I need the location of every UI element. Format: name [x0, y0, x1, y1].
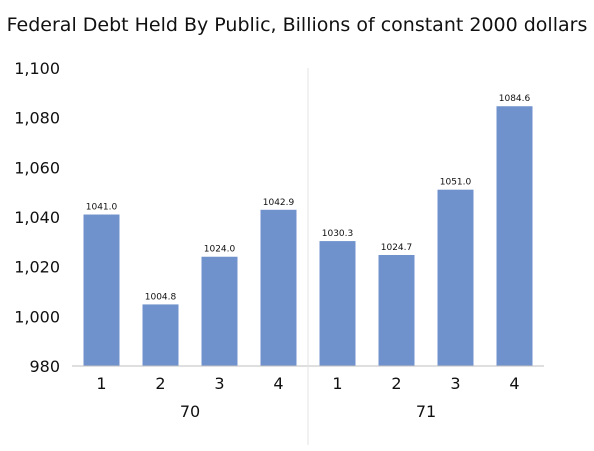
data-labels: 1041.0 1004.8 1024.0 1042.9 1030.3 1024.7 1051…	[86, 94, 531, 302]
data-label: 1041.0	[86, 203, 118, 213]
x-tick-label: 3	[214, 374, 224, 393]
y-tick-label: 1,100	[14, 59, 60, 78]
bar	[378, 254, 415, 366]
data-label: 1004.8	[145, 292, 177, 302]
x-tick-label: 1	[332, 374, 342, 393]
y-axis: 980 1,000 1,020 1,040 1,060 1,080 1,100	[14, 59, 60, 376]
data-label: 1030.3	[322, 229, 354, 239]
x-tick-label: 2	[155, 374, 165, 393]
x-group-label: 70	[180, 402, 200, 421]
data-label: 1042.9	[263, 198, 295, 208]
x-tick-label: 2	[391, 374, 401, 393]
y-tick-label: 1,040	[14, 208, 60, 227]
x-tick-label: 3	[450, 374, 460, 393]
chart-title: Federal Debt Held By Public, Billions of…	[6, 14, 588, 36]
x-tick-label: 4	[509, 374, 519, 393]
y-tick-label: 1,060	[14, 158, 60, 177]
data-label: 1051.0	[440, 178, 472, 188]
x-tick-label: 1	[96, 374, 106, 393]
y-tick-label: 1,080	[14, 109, 60, 128]
y-tick-label: 980	[29, 357, 60, 376]
bar	[260, 209, 297, 366]
data-label: 1084.6	[499, 94, 531, 104]
data-label: 1024.7	[381, 243, 413, 253]
bar	[142, 304, 179, 366]
bar	[437, 189, 474, 366]
bar-series	[83, 106, 533, 366]
bar	[83, 214, 120, 366]
y-tick-label: 1,000	[14, 307, 60, 326]
data-label: 1024.0	[204, 245, 236, 255]
x-axis: 1 2 3 4 1 2 3 4 70 71	[72, 68, 544, 445]
bar	[496, 106, 533, 366]
bar	[319, 241, 356, 366]
x-tick-label: 4	[273, 374, 283, 393]
bar	[201, 256, 238, 366]
x-group-label: 71	[416, 402, 436, 421]
y-tick-label: 1,020	[14, 258, 60, 277]
